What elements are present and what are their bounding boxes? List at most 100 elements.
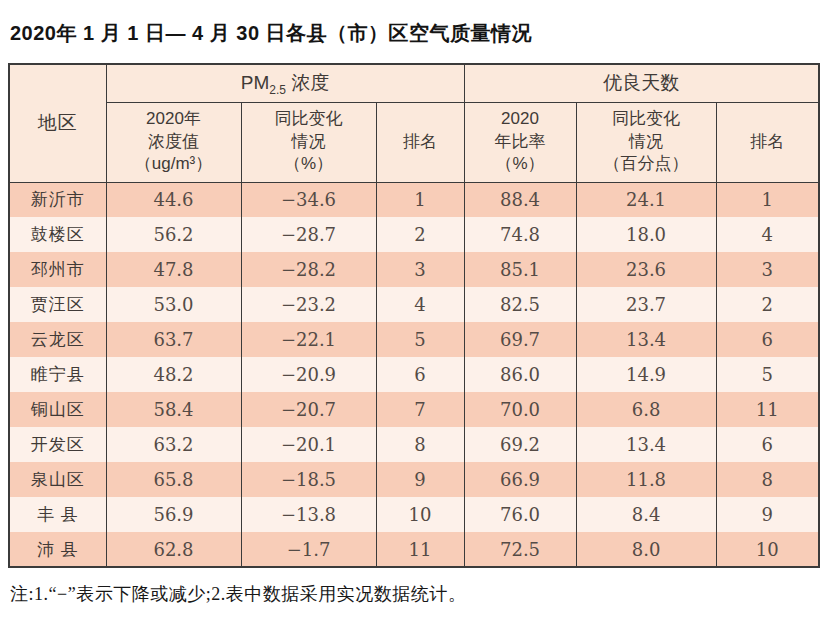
pm-rank-cell: 6 <box>376 357 464 392</box>
rate-cell: 76.0 <box>464 497 576 532</box>
header-good-days-group: 优良天数 <box>464 64 819 102</box>
header-pm25-rank: 排名 <box>376 102 464 182</box>
rate-change-cell: 8.4 <box>576 497 716 532</box>
table-row: 铜山区 58.4 −20.7 7 70.0 6.8 11 <box>9 392 819 427</box>
rate-cell: 70.0 <box>464 392 576 427</box>
rate-cell: 72.5 <box>464 532 576 567</box>
table-row: 新沂市 44.6 −34.6 1 88.4 24.1 1 <box>9 182 819 217</box>
pm-label: PM <box>241 72 270 93</box>
pm-change-cell: −22.1 <box>241 322 376 357</box>
rate-cell: 85.1 <box>464 252 576 287</box>
pm-rank-cell: 9 <box>376 462 464 497</box>
rate-cell: 69.7 <box>464 322 576 357</box>
pm-change-cell: −1.7 <box>241 532 376 567</box>
region-cell: 新沂市 <box>9 182 106 217</box>
pm-value-cell: 48.2 <box>106 357 241 392</box>
pm-change-cell: −20.9 <box>241 357 376 392</box>
region-cell: 邳州市 <box>9 252 106 287</box>
table-row: 邳州市 47.8 −28.2 3 85.1 23.6 3 <box>9 252 819 287</box>
rate-rank-cell: 10 <box>716 532 819 567</box>
pm-value-cell: 44.6 <box>106 182 241 217</box>
rate-rank-cell: 5 <box>716 357 819 392</box>
table-row: 泉山区 65.8 −18.5 9 66.9 11.8 8 <box>9 462 819 497</box>
rate-rank-cell: 2 <box>716 287 819 322</box>
pm-change-cell: −20.1 <box>241 427 376 462</box>
region-cell: 丰 县 <box>9 497 106 532</box>
pm-value-cell: 47.8 <box>106 252 241 287</box>
rate-rank-cell: 3 <box>716 252 819 287</box>
rate-change-cell: 23.7 <box>576 287 716 322</box>
rate-change-cell: 11.8 <box>576 462 716 497</box>
pm-rank-cell: 4 <box>376 287 464 322</box>
pm-change-cell: −28.2 <box>241 252 376 287</box>
pm-change-cell: −18.5 <box>241 462 376 497</box>
table-row: 鼓楼区 56.2 −28.7 2 74.8 18.0 4 <box>9 217 819 252</box>
pm-change-cell: −34.6 <box>241 182 376 217</box>
table-row: 贾汪区 53.0 −23.2 4 82.5 23.7 2 <box>9 287 819 322</box>
rate-cell: 88.4 <box>464 182 576 217</box>
page-title: 2020年 1 月 1 日— 4 月 30 日各县（市）区空气质量情况 <box>8 14 817 63</box>
region-cell: 睢宁县 <box>9 357 106 392</box>
pm-rank-cell: 8 <box>376 427 464 462</box>
table-header: 地区 PM2.5 浓度 优良天数 2020年 浓度值 （ug/m³） 同比变化 … <box>9 64 819 182</box>
region-cell: 沛 县 <box>9 532 106 567</box>
rate-change-cell: 6.8 <box>576 392 716 427</box>
region-cell: 铜山区 <box>9 392 106 427</box>
region-cell: 贾汪区 <box>9 287 106 322</box>
pm-change-cell: −23.2 <box>241 287 376 322</box>
pm-value-cell: 63.2 <box>106 427 241 462</box>
rate-cell: 86.0 <box>464 357 576 392</box>
rate-change-cell: 18.0 <box>576 217 716 252</box>
pm-change-cell: −13.8 <box>241 497 376 532</box>
rate-change-cell: 23.6 <box>576 252 716 287</box>
pm-value-cell: 58.4 <box>106 392 241 427</box>
header-sub-row: 2020年 浓度值 （ug/m³） 同比变化 情况 （%） 排名 2020 年比… <box>9 102 819 182</box>
pm-value-cell: 56.9 <box>106 497 241 532</box>
table-body: 新沂市 44.6 −34.6 1 88.4 24.1 1 鼓楼区 56.2 −2… <box>9 182 819 567</box>
rate-rank-cell: 1 <box>716 182 819 217</box>
rate-rank-cell: 6 <box>716 427 819 462</box>
table-row: 沛 县 62.8 −1.7 11 72.5 8.0 10 <box>9 532 819 567</box>
rate-cell: 66.9 <box>464 462 576 497</box>
footnote: 注:1.“−”表示下降或减少;2.表中数据采用实况数据统计。 <box>8 568 817 606</box>
rate-rank-cell: 9 <box>716 497 819 532</box>
pm-value-cell: 53.0 <box>106 287 241 322</box>
rate-cell: 69.2 <box>464 427 576 462</box>
rate-change-cell: 8.0 <box>576 532 716 567</box>
header-pm25-change: 同比变化 情况 （%） <box>241 102 376 182</box>
pm-rank-cell: 11 <box>376 532 464 567</box>
header-pm25-value: 2020年 浓度值 （ug/m³） <box>106 102 241 182</box>
table-row: 睢宁县 48.2 −20.9 6 86.0 14.9 5 <box>9 357 819 392</box>
pm-label-suffix: 浓度 <box>286 72 329 93</box>
rate-rank-cell: 11 <box>716 392 819 427</box>
page: 2020年 1 月 1 日— 4 月 30 日各县（市）区空气质量情况 地区 P… <box>0 0 825 606</box>
pm-rank-cell: 10 <box>376 497 464 532</box>
rate-change-cell: 13.4 <box>576 427 716 462</box>
header-good-change: 同比变化 情况 （百分点） <box>576 102 716 182</box>
rate-rank-cell: 8 <box>716 462 819 497</box>
header-region: 地区 <box>9 64 106 182</box>
pm-rank-cell: 7 <box>376 392 464 427</box>
region-cell: 开发区 <box>9 427 106 462</box>
header-good-rank: 排名 <box>716 102 819 182</box>
pm-subscript: 2.5 <box>269 83 286 97</box>
pm-value-cell: 56.2 <box>106 217 241 252</box>
pm-rank-cell: 2 <box>376 217 464 252</box>
pm-rank-cell: 5 <box>376 322 464 357</box>
table-row: 开发区 63.2 −20.1 8 69.2 13.4 6 <box>9 427 819 462</box>
pm-value-cell: 63.7 <box>106 322 241 357</box>
air-quality-table: 地区 PM2.5 浓度 优良天数 2020年 浓度值 （ug/m³） 同比变化 … <box>8 63 820 568</box>
region-cell: 泉山区 <box>9 462 106 497</box>
rate-change-cell: 14.9 <box>576 357 716 392</box>
rate-rank-cell: 6 <box>716 322 819 357</box>
table-row: 丰 县 56.9 −13.8 10 76.0 8.4 9 <box>9 497 819 532</box>
rate-change-cell: 13.4 <box>576 322 716 357</box>
rate-rank-cell: 4 <box>716 217 819 252</box>
header-pm25-group: PM2.5 浓度 <box>106 64 464 102</box>
table-row: 云龙区 63.7 −22.1 5 69.7 13.4 6 <box>9 322 819 357</box>
region-cell: 云龙区 <box>9 322 106 357</box>
pm-value-cell: 62.8 <box>106 532 241 567</box>
pm-value-cell: 65.8 <box>106 462 241 497</box>
pm-rank-cell: 3 <box>376 252 464 287</box>
header-good-rate: 2020 年比率 （%） <box>464 102 576 182</box>
